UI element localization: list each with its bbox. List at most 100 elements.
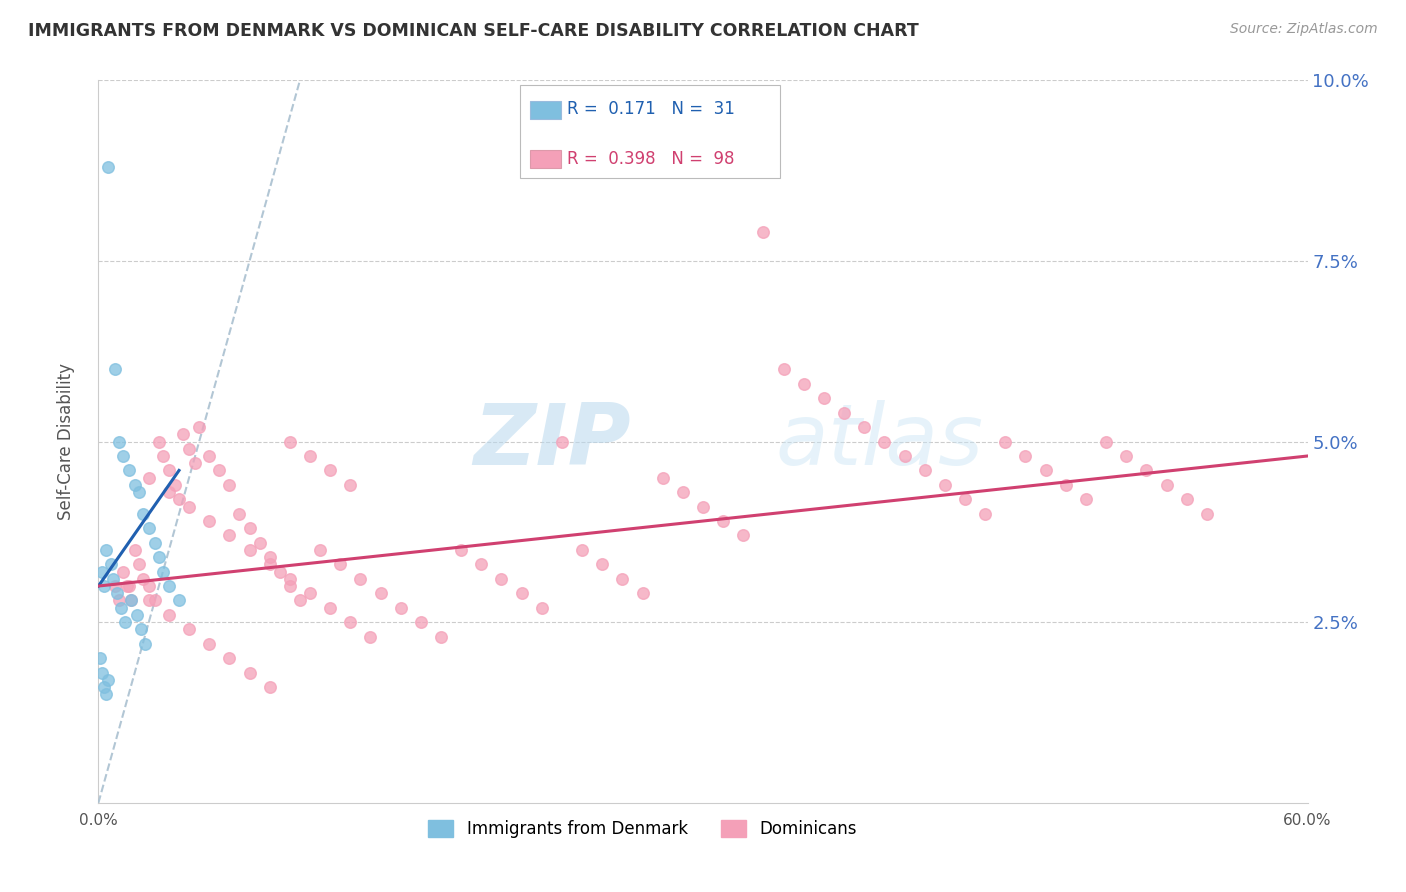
Point (198, 637, 221, 651)
Point (218, 528, 240, 542)
Point (134, 637, 156, 651)
Point (934, 478, 956, 492)
Point (591, 558, 613, 572)
Point (551, 434, 574, 449)
Point (1054, 478, 1077, 492)
Point (239, 665, 262, 680)
Point (128, 485, 150, 500)
Point (339, 478, 361, 492)
Point (152, 565, 174, 579)
Text: R =  0.398   N =  98: R = 0.398 N = 98 (567, 150, 734, 168)
Point (91, 665, 114, 680)
Point (349, 572, 371, 586)
Point (953, 492, 976, 507)
Text: IMMIGRANTS FROM DENMARK VS DOMINICAN SELF-CARE DISABILITY CORRELATION CHART: IMMIGRANTS FROM DENMARK VS DOMINICAN SEL… (28, 22, 920, 40)
Point (184, 456, 207, 470)
Point (278, 572, 301, 586)
Y-axis label: Self-Care Disability: Self-Care Disability (56, 363, 75, 520)
Point (1175, 492, 1198, 507)
Point (1014, 449, 1036, 463)
Point (1156, 478, 1178, 492)
Point (278, 434, 301, 449)
Point (89, 651, 111, 665)
Point (111, 449, 134, 463)
Point (218, 651, 240, 665)
Point (124, 542, 146, 557)
Point (329, 558, 352, 572)
Point (103, 579, 125, 593)
Point (319, 600, 342, 615)
Point (105, 586, 128, 600)
Point (132, 572, 155, 586)
Point (114, 615, 136, 630)
Point (1115, 449, 1137, 463)
Point (138, 471, 160, 485)
Point (172, 427, 194, 442)
Point (893, 449, 915, 463)
Point (148, 550, 170, 565)
Point (138, 593, 160, 607)
Point (409, 615, 432, 630)
Point (101, 572, 124, 586)
Point (1095, 434, 1118, 449)
Point (157, 463, 180, 477)
Point (218, 478, 240, 492)
Point (288, 593, 311, 607)
Point (832, 406, 855, 420)
Point (450, 542, 472, 557)
Point (118, 579, 141, 593)
Point (339, 615, 361, 630)
Point (692, 500, 714, 514)
Point (1195, 507, 1218, 521)
Point (107, 593, 129, 607)
Point (370, 586, 392, 600)
Point (132, 507, 155, 521)
Point (107, 434, 129, 449)
Point (813, 391, 835, 405)
Point (470, 558, 492, 572)
Point (120, 593, 142, 607)
Point (733, 528, 755, 542)
Text: atlas: atlas (776, 400, 984, 483)
Point (91, 565, 114, 579)
Point (103, 362, 125, 376)
Point (167, 593, 190, 607)
Point (1135, 463, 1157, 477)
Point (148, 434, 170, 449)
Point (125, 607, 148, 622)
Point (188, 420, 211, 434)
Text: Source: ZipAtlas.com: Source: ZipAtlas.com (1230, 22, 1378, 37)
Point (269, 565, 291, 579)
Point (179, 623, 201, 637)
Point (752, 225, 775, 239)
Point (97, 160, 120, 174)
Point (711, 514, 734, 528)
Point (299, 449, 322, 463)
Point (510, 586, 533, 600)
Point (152, 449, 174, 463)
Point (198, 449, 221, 463)
Point (672, 485, 695, 500)
Point (793, 376, 815, 391)
Point (157, 607, 180, 622)
Point (360, 630, 382, 644)
Point (612, 572, 634, 586)
Point (157, 579, 180, 593)
Point (278, 579, 301, 593)
Point (530, 600, 553, 615)
Point (100, 558, 122, 572)
Text: R =  0.171   N =  31: R = 0.171 N = 31 (567, 100, 734, 118)
Point (239, 521, 262, 535)
Text: ZIP: ZIP (472, 400, 630, 483)
Point (208, 463, 231, 477)
Point (631, 586, 654, 600)
Point (93, 680, 115, 694)
Point (914, 463, 936, 477)
Point (118, 463, 141, 477)
Point (179, 500, 201, 514)
Point (143, 593, 166, 607)
Point (167, 492, 190, 507)
Point (491, 572, 513, 586)
Point (309, 542, 332, 557)
Point (259, 550, 281, 565)
